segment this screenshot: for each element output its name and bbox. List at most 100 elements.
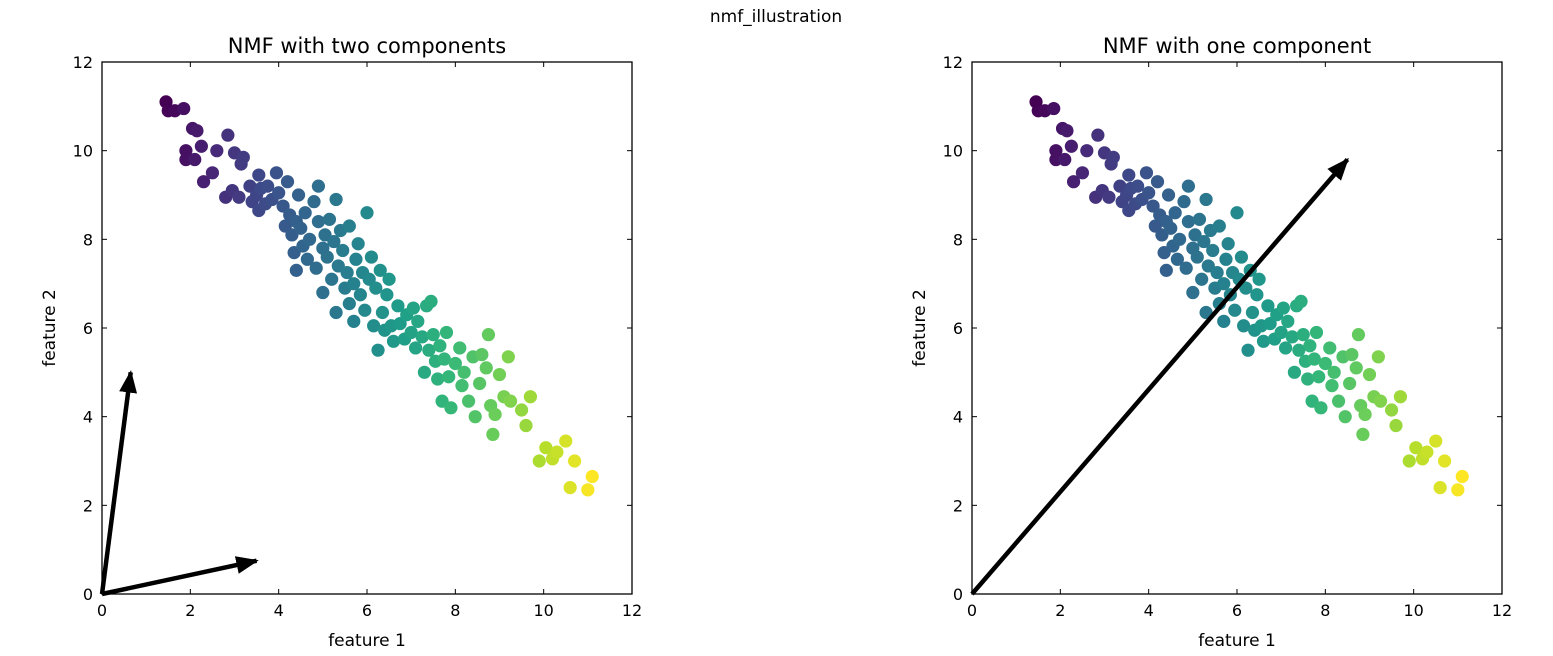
data-point	[1301, 372, 1315, 386]
data-point	[433, 339, 447, 353]
x-tick-label: 12	[1492, 601, 1512, 620]
data-point	[347, 277, 361, 291]
data-point	[1278, 341, 1293, 355]
data-point	[322, 212, 337, 226]
y-tick-label: 0	[83, 585, 93, 604]
data-point	[1234, 250, 1249, 264]
data-point	[391, 299, 405, 313]
y-tick-label: 2	[953, 496, 963, 515]
data-point	[196, 175, 211, 189]
data-point	[481, 328, 496, 342]
data-point	[1356, 427, 1370, 441]
data-point	[585, 469, 599, 484]
data-point	[1179, 261, 1193, 275]
plot-title: NMF with two components	[228, 34, 507, 58]
data-point	[1168, 206, 1182, 220]
data-point	[1287, 365, 1302, 379]
axes-frame	[971, 61, 1503, 595]
data-point	[358, 303, 372, 317]
data-point	[539, 441, 553, 455]
y-tick-label: 0	[953, 585, 963, 604]
data-point	[1192, 212, 1207, 226]
data-point	[1075, 166, 1090, 180]
data-point	[1312, 370, 1326, 384]
data-point	[1159, 263, 1173, 277]
data-point	[442, 370, 456, 384]
data-point	[1239, 281, 1253, 295]
y-tick-label: 6	[83, 319, 93, 338]
panel-one-component: NMF with one component feature 1 feature 2…	[910, 34, 1512, 651]
scatter-points	[159, 95, 599, 497]
data-point	[453, 341, 467, 355]
data-point	[1373, 394, 1388, 408]
data-point	[369, 281, 383, 295]
data-point	[272, 186, 286, 200]
data-point	[1206, 243, 1220, 258]
scatter-points	[1029, 95, 1469, 497]
data-point	[1437, 454, 1452, 468]
data-point	[1409, 441, 1423, 455]
x-tick-label: 6	[362, 601, 372, 620]
data-point	[422, 343, 436, 357]
data-point	[367, 319, 381, 333]
data-point	[349, 252, 363, 266]
data-point	[1281, 314, 1295, 328]
data-point	[479, 361, 493, 375]
data-point	[408, 341, 423, 355]
data-point	[1142, 186, 1156, 200]
y-tick-label: 10	[73, 142, 93, 161]
data-point	[327, 234, 341, 249]
data-point	[1314, 401, 1328, 415]
data-point	[364, 250, 379, 264]
data-point	[232, 190, 246, 204]
data-point	[302, 232, 317, 246]
data-point	[1252, 272, 1266, 286]
data-point	[1190, 250, 1204, 264]
panel-two-components: NMF with two components feature 1 feature …	[40, 34, 642, 651]
data-point	[1318, 356, 1332, 371]
component-arrow-1	[970, 157, 1350, 596]
x-tick-label: 6	[1232, 601, 1242, 620]
data-point	[1402, 454, 1416, 468]
y-tick-label: 8	[83, 230, 93, 249]
axes-frame	[101, 61, 633, 595]
data-point	[190, 124, 204, 138]
data-point	[523, 390, 538, 404]
y-tick-label: 8	[953, 230, 963, 249]
data-point	[563, 481, 577, 495]
data-point	[417, 365, 432, 379]
data-point	[1161, 188, 1176, 202]
data-point	[1122, 168, 1136, 182]
data-point	[1199, 192, 1213, 207]
data-point	[415, 330, 429, 344]
data-point	[340, 265, 354, 280]
data-point	[439, 325, 454, 340]
data-point	[351, 237, 365, 251]
data-point	[550, 445, 564, 459]
data-point	[448, 356, 462, 371]
data-point	[1228, 303, 1242, 317]
data-point	[426, 328, 440, 342]
data-point	[431, 372, 445, 386]
data-point	[1307, 352, 1321, 366]
y-tick-label: 6	[953, 319, 963, 338]
data-point	[311, 215, 326, 229]
data-point	[382, 272, 396, 286]
y-tick-label: 12	[943, 53, 963, 72]
data-point	[1170, 252, 1184, 266]
data-point	[1066, 175, 1081, 189]
data-point	[1292, 343, 1306, 357]
data-point	[336, 243, 350, 258]
data-point	[1371, 350, 1385, 364]
data-point	[1058, 152, 1072, 167]
data-point	[1181, 215, 1196, 229]
data-point	[473, 376, 487, 391]
data-point	[1343, 376, 1357, 391]
data-point	[1325, 379, 1339, 393]
data-point	[1455, 469, 1469, 484]
data-point	[325, 272, 339, 286]
data-point	[1210, 265, 1224, 280]
x-tick-label: 10	[1403, 601, 1423, 620]
data-point	[1338, 410, 1352, 424]
